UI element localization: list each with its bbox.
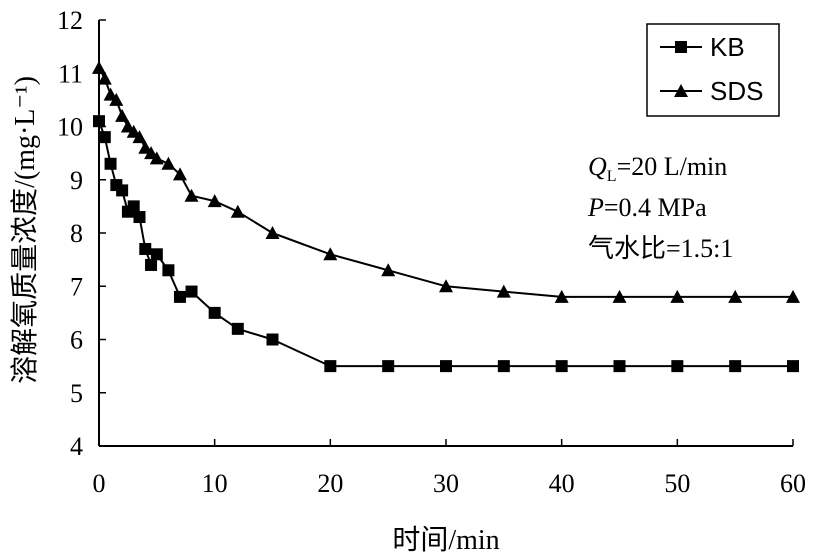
data-point-sds xyxy=(612,289,627,303)
legend-sds-marker xyxy=(674,84,688,97)
data-point-sds xyxy=(132,130,147,144)
data-point-sds xyxy=(554,289,569,303)
y-tick-label: 5 xyxy=(70,379,83,408)
data-point-kb xyxy=(104,157,117,170)
y-tick-label: 7 xyxy=(70,272,83,301)
data-point-kb xyxy=(127,200,140,213)
y-tick-label: 4 xyxy=(70,432,83,461)
annotation-pressure-rest: =0.4 MPa xyxy=(604,193,707,222)
legend-kb-marker xyxy=(675,41,687,53)
data-point-kb xyxy=(150,248,163,261)
data-point-sds xyxy=(149,151,164,165)
annotation-flow-rest: =20 L/min xyxy=(617,152,728,181)
data-point-sds xyxy=(97,71,112,85)
data-point-kb xyxy=(133,211,146,224)
y-tick-label: 9 xyxy=(70,166,83,195)
data-point-sds xyxy=(496,284,511,298)
annotation-ratio: 气水比=1.5:1 xyxy=(588,234,733,263)
legend: KB SDS xyxy=(646,23,780,117)
data-point-sds xyxy=(323,247,338,261)
data-point-sds xyxy=(161,156,176,170)
data-point-kb xyxy=(729,360,742,373)
data-point-sds xyxy=(109,92,124,106)
data-point-sds xyxy=(265,226,280,239)
data-point-sds xyxy=(184,188,199,202)
data-point-sds xyxy=(381,263,396,277)
data-point-kb xyxy=(440,360,452,373)
data-point-kb xyxy=(613,360,626,373)
data-point-sds xyxy=(439,279,453,293)
data-point-kb xyxy=(173,290,186,303)
data-point-sds xyxy=(670,289,685,303)
legend-box xyxy=(646,23,780,117)
data-point-kb xyxy=(497,360,510,373)
legend-sds-label: SDS xyxy=(710,76,763,106)
x-tick-label: 50 xyxy=(664,469,690,498)
data-point-kb xyxy=(231,322,244,335)
data-point-kb xyxy=(382,360,395,373)
x-tick-label: 30 xyxy=(433,469,459,498)
data-point-kb xyxy=(324,360,337,373)
y-axis-label: 溶解氧质量浓度/(mg·L⁻¹) xyxy=(9,76,41,384)
data-point-kb xyxy=(208,306,221,319)
series-layer xyxy=(92,60,800,373)
annotation: QL=20 L/min P=0.4 MPa 气水比=1.5:1 xyxy=(587,152,733,263)
data-point-kb xyxy=(185,285,198,298)
data-point-kb xyxy=(266,333,279,346)
data-point-kb xyxy=(787,360,799,373)
data-point-sds xyxy=(728,289,743,303)
y-tick-label: 12 xyxy=(57,6,83,35)
data-point-kb xyxy=(98,131,111,144)
x-tick-label: 40 xyxy=(549,469,575,498)
data-point-kb xyxy=(671,360,684,373)
data-point-sds xyxy=(173,167,187,181)
data-point-sds xyxy=(786,289,800,303)
data-point-kb xyxy=(145,258,158,271)
y-tick-label: 6 xyxy=(70,326,83,355)
data-point-sds xyxy=(207,194,222,208)
ticks: 0 10 20 30 40 50 60 4 5 6 7 8 9 10 11 12 xyxy=(57,6,806,498)
legend-kb-label: KB xyxy=(710,32,745,62)
y-tick-label: 11 xyxy=(58,59,83,88)
y-tick-label: 8 xyxy=(70,219,83,248)
annotation-flow-sub: L xyxy=(607,168,617,185)
annotation-pressure-var: P xyxy=(587,193,604,222)
x-axis-label: 时间/min xyxy=(392,524,499,556)
x-tick-label: 60 xyxy=(780,469,806,498)
data-point-kb xyxy=(139,242,152,255)
annotation-flow-var: Q xyxy=(588,152,607,181)
y-tick-label: 10 xyxy=(57,113,83,142)
data-point-kb xyxy=(555,360,568,373)
annotation-pressure: P=0.4 MPa xyxy=(587,193,707,222)
data-point-kb xyxy=(116,184,129,197)
x-tick-label: 0 xyxy=(93,469,106,498)
data-point-kb xyxy=(162,264,175,277)
x-tick-label: 10 xyxy=(202,469,228,498)
annotation-flow: QL=20 L/min xyxy=(588,152,727,185)
data-point-sds xyxy=(115,108,130,122)
data-point-sds xyxy=(230,204,245,218)
x-tick-label: 20 xyxy=(317,469,343,498)
